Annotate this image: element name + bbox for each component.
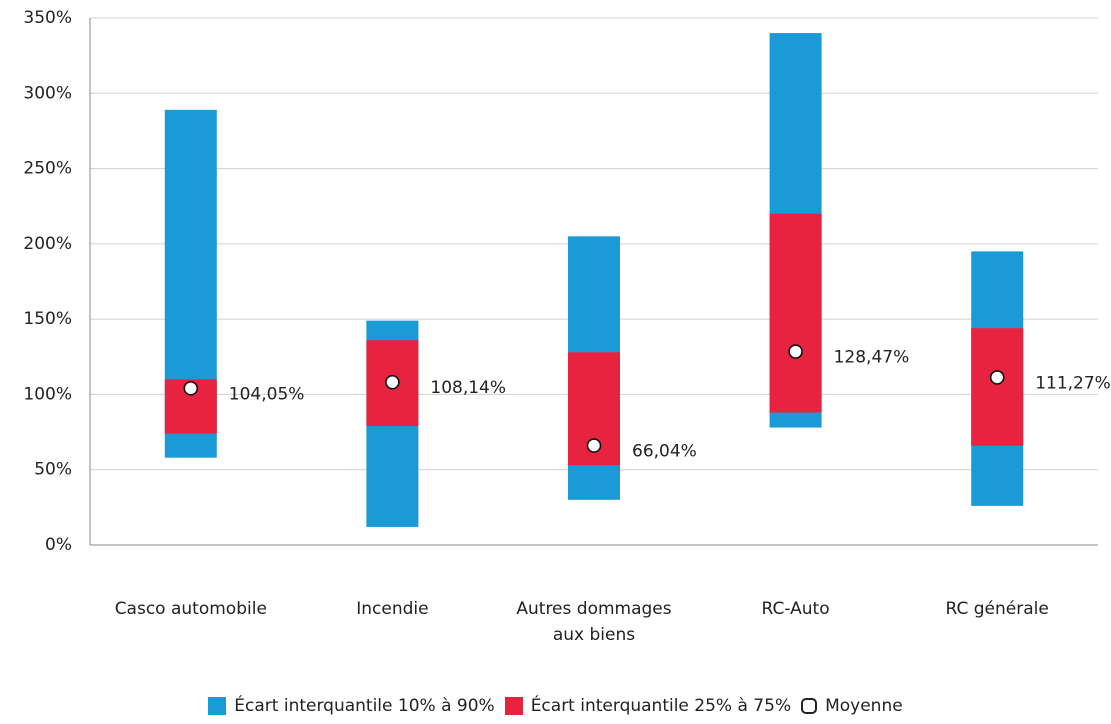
mean-marker xyxy=(989,370,1005,385)
mean-marker xyxy=(586,438,602,453)
legend-item: Écart interquantile 25% à 75% xyxy=(504,696,792,716)
legend-swatch xyxy=(504,697,523,715)
data-label: 108,14% xyxy=(430,378,506,398)
data-label: 104,05% xyxy=(229,384,305,404)
legend-label: Moyenne xyxy=(825,696,903,716)
y-tick-label: 50% xyxy=(34,460,72,480)
x-tick-label: Casco automobile xyxy=(114,599,267,619)
legend-label: Écart interquantile 25% à 75% xyxy=(530,696,792,716)
legend: Écart interquantile 10% à 90% Écart inter… xyxy=(0,696,1111,716)
data-label: 66,04% xyxy=(632,442,697,462)
y-tick-label: 250% xyxy=(23,159,72,179)
y-tick-label: 300% xyxy=(23,83,72,103)
y-tick-label: 0% xyxy=(45,535,72,555)
mean-marker xyxy=(183,381,199,396)
data-label: 111,27% xyxy=(1035,373,1111,393)
legend-item: Écart interquantile 10% à 90% xyxy=(208,696,495,716)
range-bar xyxy=(971,328,1024,446)
legend-item: Moyenne xyxy=(801,696,903,716)
y-tick-label: 350% xyxy=(23,8,72,28)
y-tick-label: 200% xyxy=(23,234,72,254)
x-tick-label: Incendie xyxy=(356,599,429,619)
x-tick-label: RC-Auto xyxy=(761,599,830,619)
legend-label: Écart interquantile 10% à 90% xyxy=(234,696,495,716)
legend-swatch xyxy=(208,697,227,715)
legend-swatch xyxy=(801,698,818,714)
data-label: 128,47% xyxy=(834,348,910,368)
x-tick-label: RC générale xyxy=(945,599,1049,619)
mean-marker xyxy=(385,374,400,390)
x-tick-label: Autres dommages aux biens xyxy=(516,599,672,645)
y-tick-label: 150% xyxy=(23,309,72,329)
plot: 0% 50% 100% 150% 200% 250% 300% 350% 104,05% 108,… xyxy=(23,8,1111,555)
mean-marker xyxy=(788,344,803,359)
y-tick-label: 100% xyxy=(23,384,72,404)
range-bar xyxy=(769,213,822,413)
